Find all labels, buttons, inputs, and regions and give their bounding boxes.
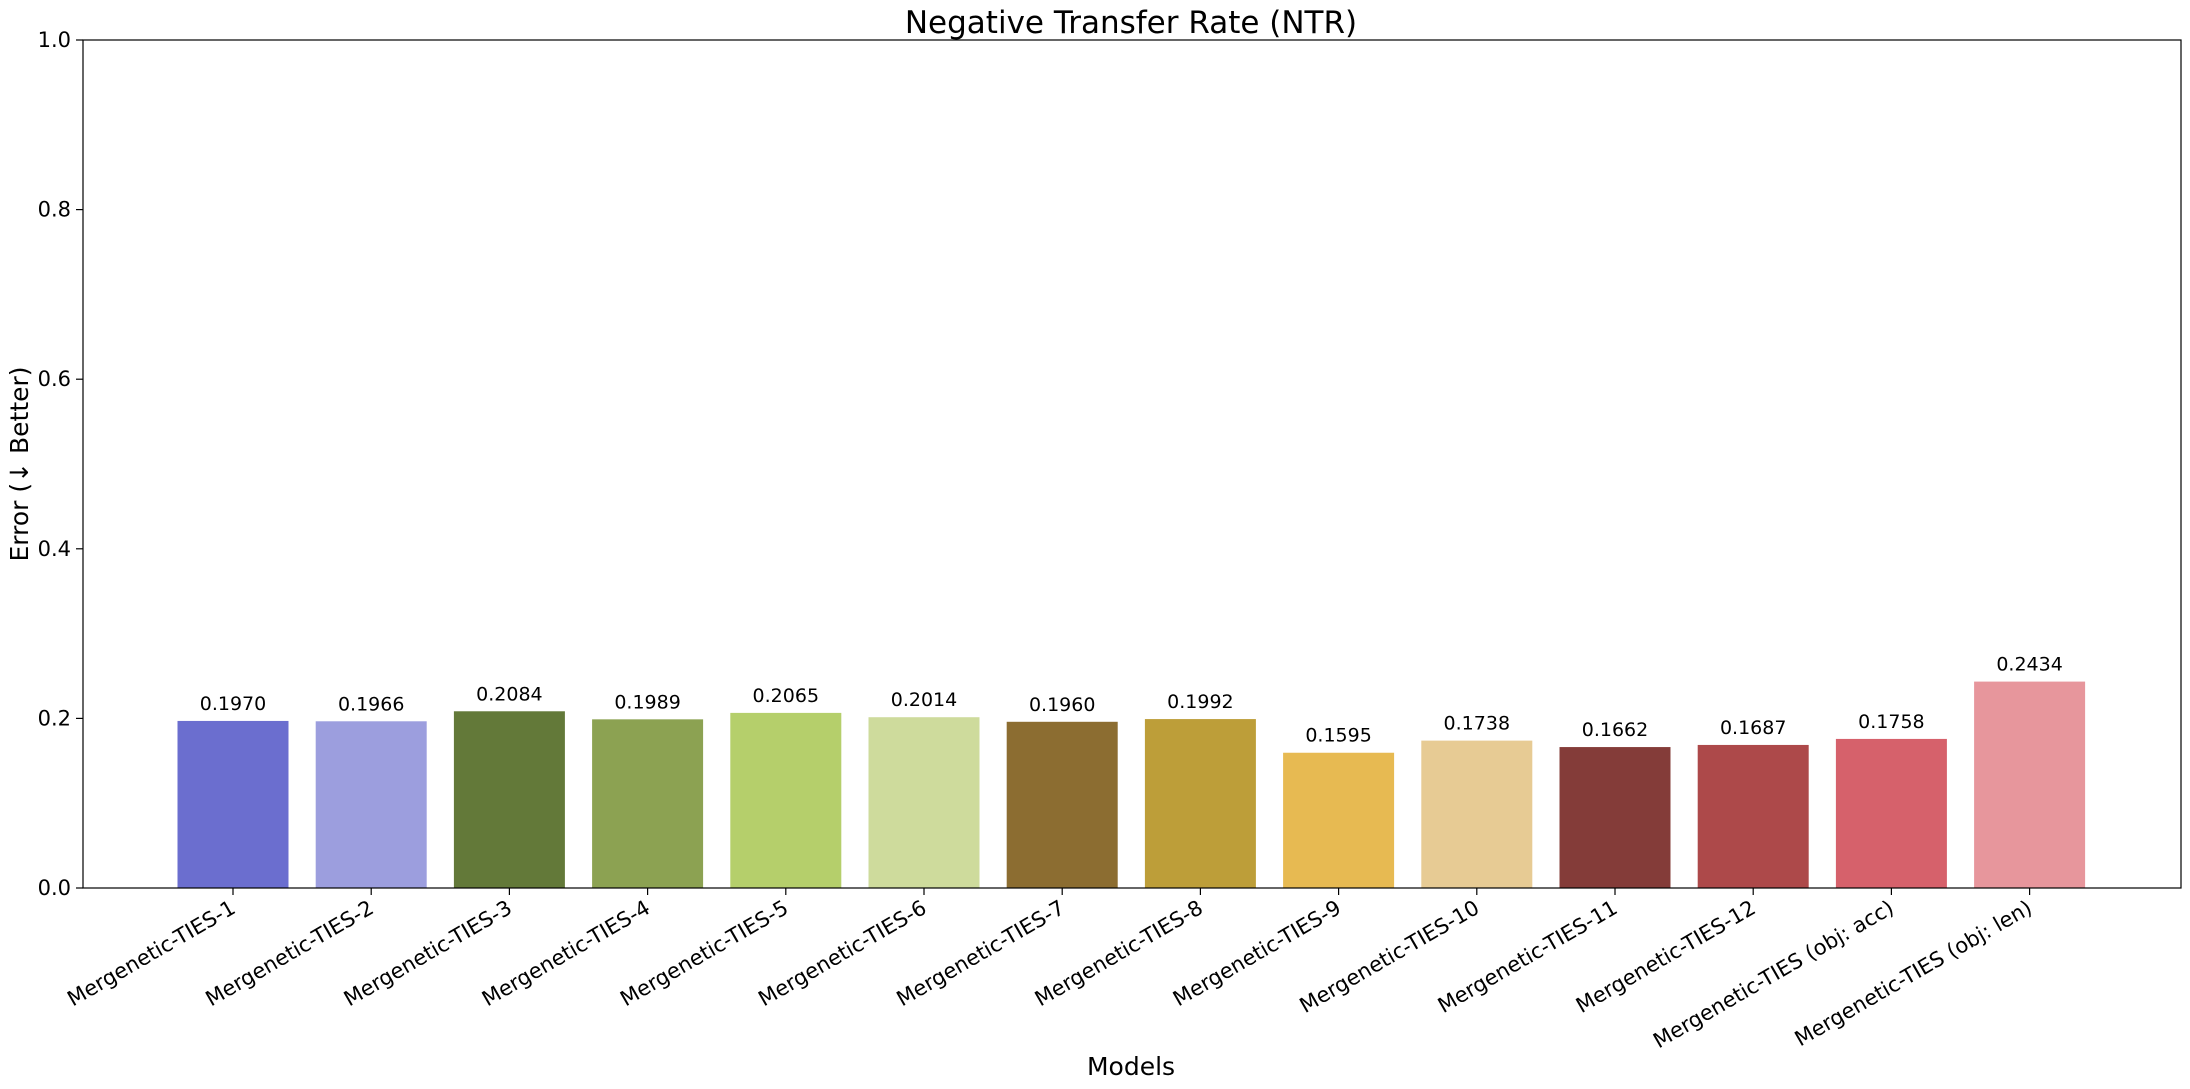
bar	[730, 712, 842, 888]
bar	[1697, 744, 1809, 888]
plot-frame	[82, 39, 2182, 889]
y-tick-label: 0.2	[38, 706, 71, 730]
bar-value-label: 0.1687	[1720, 717, 1786, 739]
y-tick-label: 0.0	[38, 876, 71, 900]
bar-value-label: 0.1595	[1305, 725, 1371, 747]
bar	[1559, 747, 1671, 888]
bars-group: 0.1970 0.1966 0.2084 0.1989 0.2065 0.2014 0.19…	[177, 654, 2086, 888]
bar	[592, 719, 704, 888]
bar-value-label: 0.2065	[753, 685, 819, 707]
bar	[1835, 738, 1947, 888]
bar	[1006, 721, 1118, 888]
bar-value-label: 0.2434	[1996, 654, 2062, 676]
bar-value-label: 0.1989	[614, 691, 680, 713]
bar	[1144, 719, 1256, 888]
y-tick-label: 0.4	[38, 537, 71, 561]
bar	[868, 717, 980, 888]
bar	[1421, 740, 1533, 888]
bar-value-label: 0.1758	[1858, 711, 1924, 733]
bar-value-label: 0.1662	[1582, 719, 1648, 741]
bar-value-label: 0.1970	[200, 693, 266, 715]
bar-value-label: 0.1738	[1444, 713, 1510, 735]
bar-value-label: 0.1992	[1167, 691, 1233, 713]
y-axis-label: Error (↓ Better)	[5, 366, 34, 561]
bar	[315, 721, 427, 888]
bar-value-label: 0.2014	[891, 689, 957, 711]
bar-value-label: 0.1966	[338, 693, 404, 715]
y-tick-label: 1.0	[38, 28, 71, 52]
bar	[177, 720, 289, 888]
bar-value-label: 0.2084	[476, 683, 542, 705]
bar	[1283, 752, 1395, 888]
bar-value-label: 0.1960	[1029, 694, 1095, 716]
chart-title: Negative Transfer Rate (NTR)	[905, 5, 1357, 41]
x-tick-label: Mergenetic-TIES (obj: acc)	[1649, 896, 1898, 1054]
x-tick-label: Mergenetic-TIES (obj: len)	[1791, 896, 2036, 1052]
y-tick-label: 0.6	[38, 367, 71, 391]
bar	[453, 711, 565, 888]
bar	[1974, 681, 2086, 888]
x-axis-label: Models	[1087, 1052, 1175, 1081]
ticks-group: Mergenetic-TIES-1Mergenetic-TIES-2Mergen…	[38, 28, 2037, 1053]
y-tick-label: 0.8	[38, 198, 71, 222]
